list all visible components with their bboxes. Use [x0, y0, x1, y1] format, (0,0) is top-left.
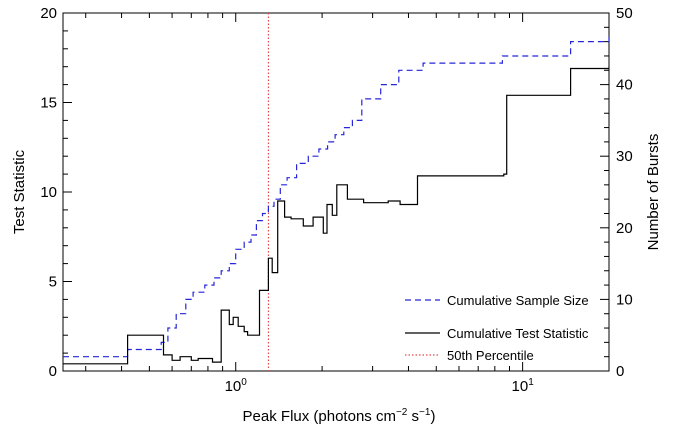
x-axis-title-end: ) — [430, 408, 435, 425]
legend-label-percentile: 50th Percentile — [447, 348, 534, 363]
x-tick-label-exp: 0 — [241, 377, 247, 388]
y-left-tick-label: 0 — [49, 363, 57, 380]
x-axis-title-main: Peak Flux (photons cm — [243, 408, 396, 425]
y-left-tick-label: 20 — [40, 5, 57, 22]
y-left-tick-label: 10 — [40, 184, 57, 201]
y-right-tick-label: 20 — [616, 220, 633, 237]
plot-area — [63, 13, 609, 371]
x-tick-label: 100 — [225, 377, 248, 395]
cumulative-test-statistic-line — [63, 66, 609, 365]
y-right-tick-label: 40 — [616, 77, 633, 94]
legend-label-test-statistic: Cumulative Test Statistic — [447, 326, 589, 341]
legend: Cumulative Sample Size Cumulative Test S… — [405, 293, 589, 363]
cumulative-sample-size-line — [63, 34, 609, 358]
x-tick-label-exp: 1 — [528, 377, 534, 388]
y-right-tick-label: 10 — [616, 291, 633, 308]
x-tick-label-base: 10 — [225, 378, 242, 395]
x-axis-title-mid: s — [407, 408, 419, 425]
y-right-axis-title: Number of Bursts — [645, 134, 662, 251]
y-left-axis-title: Test Statistic — [11, 149, 28, 234]
x-axis-title-sup2: −1 — [419, 407, 431, 418]
x-tick-label-base: 10 — [512, 378, 529, 395]
y-left-tick-label: 15 — [40, 95, 57, 112]
x-axis-title-sup1: −2 — [396, 407, 408, 418]
legend-label-sample-size: Cumulative Sample Size — [447, 293, 589, 308]
axis-ticks — [63, 12, 610, 372]
y-right-tick-label: 0 — [616, 363, 624, 380]
x-tick-label: 101 — [512, 377, 535, 395]
y-left-tick-label: 5 — [49, 274, 57, 291]
plot-frame — [62, 12, 610, 372]
x-axis-title: Peak Flux (photons cm−2 s−1) — [243, 407, 436, 425]
y-right-tick-label: 50 — [616, 5, 633, 22]
y-right-tick-label: 30 — [616, 148, 633, 165]
